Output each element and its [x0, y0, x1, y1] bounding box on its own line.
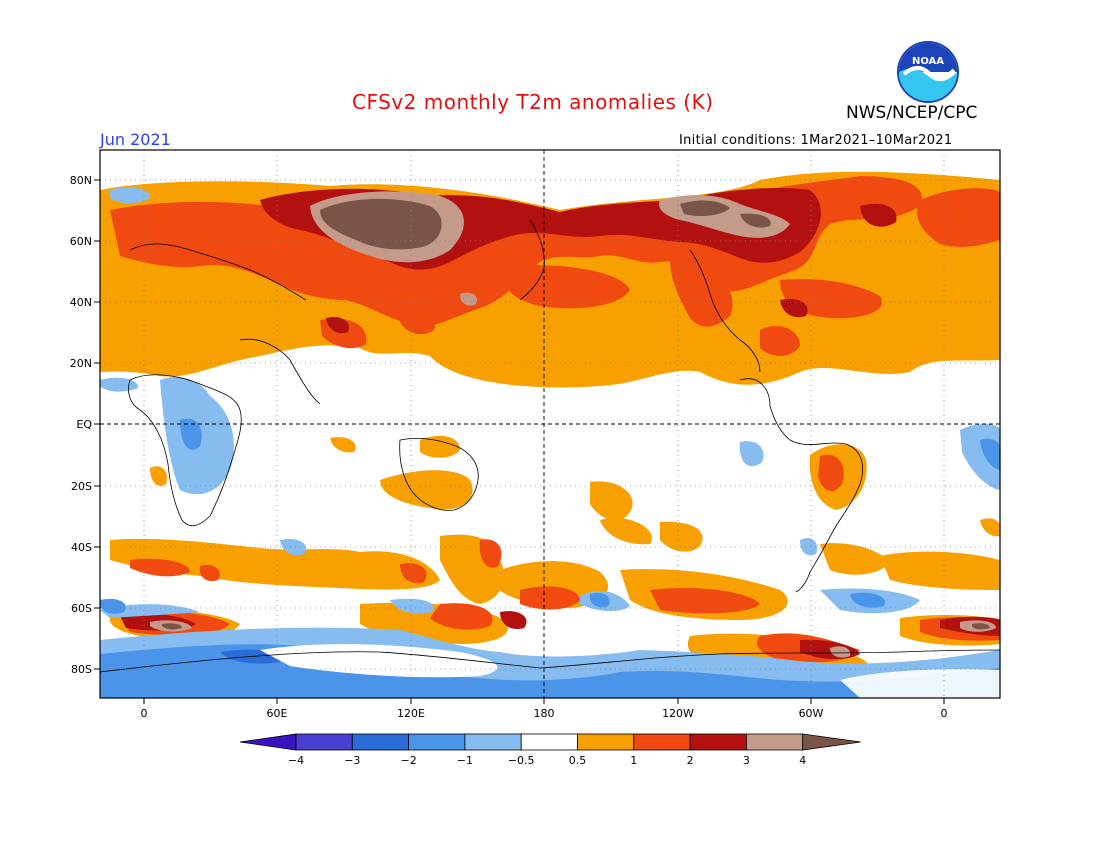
- latitude-labels: 80N 60N 40N 20N EQ 20S 40S 60S 80S: [70, 174, 93, 676]
- lat-label: 20S: [71, 480, 92, 493]
- longitude-labels: 0 60E 120E 180 120W 60W 0: [141, 707, 948, 720]
- lat-label: 40S: [71, 541, 92, 554]
- colorbar-tick-label: 0.5: [569, 754, 587, 767]
- forecast-month: Jun 2021: [100, 130, 171, 149]
- lat-label: 40N: [70, 296, 92, 309]
- grid-lines: [100, 150, 1000, 698]
- brown-regions: [162, 198, 990, 630]
- colorbar-swatch: [577, 733, 635, 751]
- lat-label: EQ: [76, 418, 92, 431]
- colorbar-tick-label: 3: [743, 754, 750, 767]
- anomaly-fields: [100, 150, 1000, 698]
- lat-label: 80S: [71, 663, 92, 676]
- lon-label: 60E: [267, 707, 288, 720]
- colorbar-swatch: [295, 733, 353, 751]
- colorbar-swatch: [464, 733, 522, 751]
- colorbar-swatch: [689, 733, 747, 751]
- lat-label: 20N: [70, 357, 92, 370]
- colorbar-tick-label: 2: [687, 754, 694, 767]
- colorbar-arrow-high: [802, 733, 861, 751]
- noaa-logo: NOAA: [897, 41, 959, 103]
- agency-label: NWS/NCEP/CPC: [846, 103, 978, 123]
- lat-label: 80N: [70, 174, 92, 187]
- colorbar-swatch: [351, 733, 409, 751]
- colorbar-tick-label: 4: [799, 754, 806, 767]
- initial-conditions: Initial conditions: 1Mar2021–10Mar2021: [679, 133, 953, 148]
- colorbar-arrow-low: [239, 733, 297, 751]
- colorbar-tick-label: 1: [630, 754, 637, 767]
- lat-label: 60S: [71, 602, 92, 615]
- colorbar-tick-label: −2: [400, 754, 416, 767]
- lon-label: 180: [534, 707, 555, 720]
- lon-label: 120E: [397, 707, 425, 720]
- colorbar-tick-label: −4: [288, 754, 304, 767]
- lat-label: 60N: [70, 235, 92, 248]
- tick-marks: [94, 179, 945, 704]
- colorbar-tick-label: −1: [457, 754, 473, 767]
- lon-label: 0: [141, 707, 148, 720]
- logo-text: NOAA: [912, 56, 944, 67]
- colorbar-swatch: [746, 733, 804, 751]
- colorbar-swatch: [633, 733, 691, 751]
- chart-title: CFSv2 monthly T2m anomalies (K): [352, 90, 714, 114]
- colorbar-swatch: [520, 733, 578, 751]
- lon-label: 60W: [799, 707, 824, 720]
- lon-label: 0: [941, 707, 948, 720]
- coastlines: [100, 219, 1000, 673]
- equator-dateline: [100, 150, 1000, 698]
- colorbar-tick-label: −0.5: [508, 754, 535, 767]
- colorbar: −4 −3 −2 −1 −0.5 0.5 1 2 3 4: [239, 733, 861, 767]
- lon-label: 120W: [662, 707, 694, 720]
- colorbar-tick-label: −3: [344, 754, 360, 767]
- colorbar-swatch: [408, 733, 466, 751]
